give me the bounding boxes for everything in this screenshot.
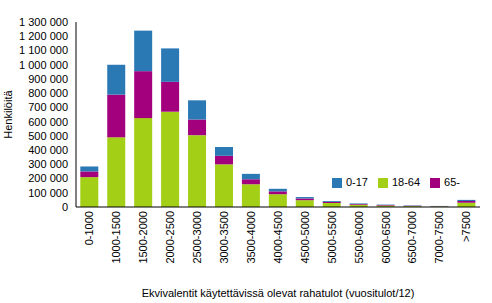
svg-text:1 100 000: 1 100 000 <box>19 44 68 56</box>
svg-text:3000-3500: 3000-3500 <box>218 211 230 264</box>
svg-text:3500-4000: 3500-4000 <box>245 211 257 264</box>
svg-text:300 000: 300 000 <box>28 158 68 170</box>
svg-text:6500-7000: 6500-7000 <box>406 211 418 264</box>
svg-text:1 200 000: 1 200 000 <box>19 30 68 42</box>
html-text:0-17: 0-17 <box>345 176 368 188</box>
svg-text:>7500: >7500 <box>460 211 472 242</box>
svg-text:Henkilöitä: Henkilöitä <box>8 90 14 139</box>
svg-text:400 000: 400 000 <box>28 144 68 156</box>
svg-text:600 000: 600 000 <box>28 116 68 128</box>
svg-text:800 000: 800 000 <box>28 87 68 99</box>
svg-text:7000-7500: 7000-7500 <box>433 211 445 264</box>
html-text:18-64: 18-64 <box>392 176 421 188</box>
svg-text:0-1000: 0-1000 <box>83 211 95 245</box>
svg-text:2000-2500: 2000-2500 <box>164 211 176 264</box>
svg-text:1000-1500: 1000-1500 <box>110 211 122 264</box>
svg-text:Ekvivalentit käytettävissä ole: Ekvivalentit käytettävissä olevat rahatu… <box>142 287 415 299</box>
svg-text:500 000: 500 000 <box>28 130 68 142</box>
svg-text:1 300 000: 1 300 000 <box>19 16 68 28</box>
svg-text:4500-5000: 4500-5000 <box>299 211 311 264</box>
svg-text:5000-5500: 5000-5500 <box>326 211 338 264</box>
svg-text:100 000: 100 000 <box>28 187 68 199</box>
svg-text:700 000: 700 000 <box>28 101 68 113</box>
svg-text:5500-6000: 5500-6000 <box>353 211 365 264</box>
svg-text:200 000: 200 000 <box>28 172 68 184</box>
svg-text:900 000: 900 000 <box>28 73 68 85</box>
svg-text:6000-6500: 6000-6500 <box>380 211 392 264</box>
svg-text:2500-3000: 2500-3000 <box>191 211 203 264</box>
html-text:65-: 65- <box>444 176 460 188</box>
svg-text:0: 0 <box>62 201 68 213</box>
svg-text:4000-4500: 4000-4500 <box>272 211 284 264</box>
svg-text:1500-2000: 1500-2000 <box>137 211 149 264</box>
svg-text:1 000 000: 1 000 000 <box>19 59 68 71</box>
